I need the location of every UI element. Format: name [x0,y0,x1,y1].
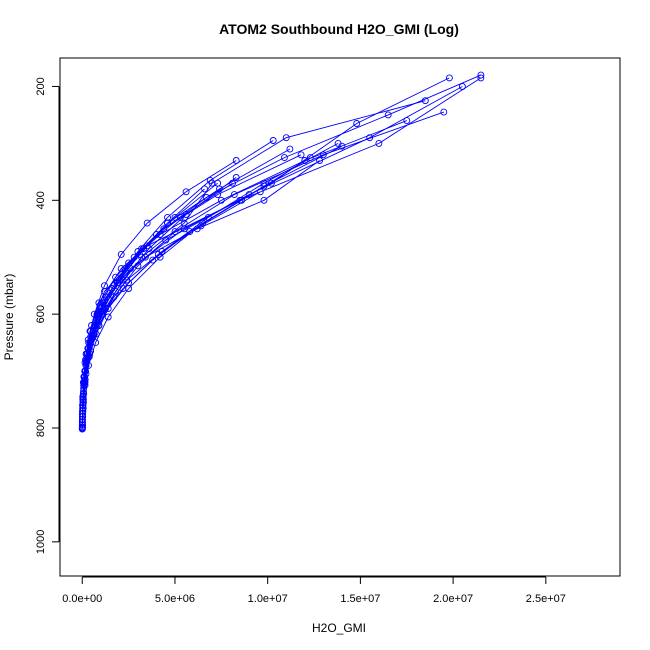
data-point [199,219,207,227]
chart-title: ATOM2 Southbound H2O_GMI (Log) [219,21,459,37]
data-point [171,228,179,236]
data-point [403,117,411,125]
data-point [297,151,305,159]
data-point [119,276,127,284]
data-point [139,245,147,253]
data-point [206,176,214,184]
data-point [81,373,89,381]
data-point [269,137,277,144]
plot-frame [59,57,621,577]
data-point [125,285,133,292]
data-point [90,330,98,338]
data-point [260,182,268,190]
data-point [92,339,100,347]
data-point [171,213,179,221]
y-tick-label: 800 [35,419,47,437]
data-point [164,213,171,221]
x-tick-label: 1.0e+07 [248,593,288,605]
data-point [286,145,294,153]
data-point [79,390,87,398]
x-tick-label: 2.5e+07 [526,593,566,605]
series-6 [78,157,324,423]
data-point [201,185,209,193]
series-line [82,191,261,423]
data-point [375,139,383,147]
data-point [115,276,123,284]
y-tick-label: 1000 [35,530,47,554]
data-point [338,142,346,150]
series-18 [78,108,448,429]
x-tick-label: 1.5e+07 [340,593,380,605]
series-13 [78,179,236,418]
x-tick-label: 5.0e+06 [155,593,195,605]
data-point [182,188,190,196]
series-12 [78,157,240,429]
data-point [101,296,108,304]
data-point [214,179,222,187]
data-point [282,134,290,142]
data-point [217,196,225,204]
data-point [78,418,86,426]
data-point [156,253,164,261]
data-point [319,151,327,159]
x-axis-label: H2O_GMI [312,621,366,635]
data-point [384,111,392,119]
data-point [232,174,240,181]
series-layer [78,71,485,433]
data-point [445,74,453,82]
series-line [81,182,218,423]
x-tick-label: 2.0e+07 [433,593,473,605]
data-point [477,74,485,82]
series-line [82,100,426,426]
y-tick-label: 200 [35,77,47,95]
data-point [104,313,112,321]
y-axis-label: Pressure (mbar) [2,274,16,361]
data-point [117,250,125,258]
data-point [143,219,151,227]
data-point [477,71,485,79]
x-tick-label: 0.0e+00 [62,593,102,605]
data-point [280,154,288,162]
data-point [182,211,190,218]
data-point [440,108,448,116]
data-point [353,120,361,127]
data-point [100,305,108,312]
y-axis: 200 400 600 800 1000 [35,77,60,554]
series-14 [79,185,209,409]
x-axis: 0.0e+00 5.0e+06 1.0e+07 1.5e+07 2.0e+07 2.5e+… [62,576,566,605]
data-point [152,231,160,238]
series-20 [78,179,222,426]
y-tick-label: 400 [35,191,47,209]
y-tick-label: 600 [35,305,47,323]
data-point [79,404,87,412]
data-point [260,196,268,204]
series-line [81,140,274,420]
data-point [149,256,157,264]
data-point [84,353,92,361]
data-point [230,191,238,199]
data-point [101,282,108,290]
